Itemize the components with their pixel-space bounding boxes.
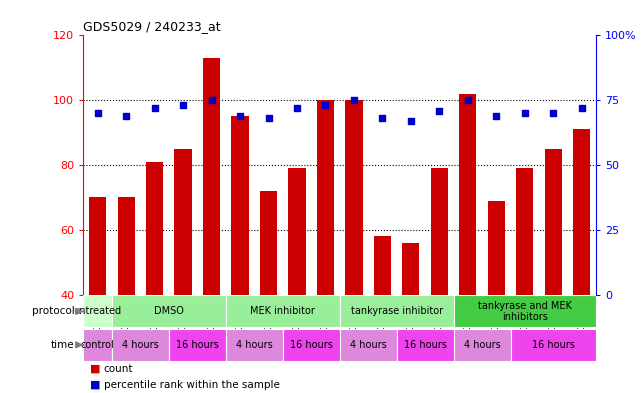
Bar xyxy=(317,100,334,295)
Bar xyxy=(83,329,112,361)
Text: ■: ■ xyxy=(90,364,100,374)
Bar xyxy=(460,94,476,295)
Point xyxy=(263,115,274,121)
Point xyxy=(520,110,530,116)
Point xyxy=(491,113,501,119)
Bar xyxy=(573,129,590,295)
Text: 16 hours: 16 hours xyxy=(290,340,333,350)
Bar xyxy=(169,329,226,361)
Bar xyxy=(340,329,397,361)
Bar xyxy=(454,296,596,327)
Bar xyxy=(226,296,340,327)
Bar xyxy=(203,58,220,295)
Bar xyxy=(340,296,454,327)
Point xyxy=(435,107,445,114)
Text: time: time xyxy=(51,340,75,350)
Text: DMSO: DMSO xyxy=(154,307,184,316)
Point xyxy=(206,97,217,103)
Text: untreated: untreated xyxy=(74,307,122,316)
Bar xyxy=(431,168,448,295)
Bar xyxy=(488,201,505,295)
Bar xyxy=(403,243,419,295)
Bar xyxy=(260,191,277,295)
Bar xyxy=(283,329,340,361)
Text: 4 hours: 4 hours xyxy=(122,340,159,350)
Point xyxy=(548,110,558,116)
Point xyxy=(178,102,188,108)
Point xyxy=(92,110,103,116)
Text: GDS5029 / 240233_at: GDS5029 / 240233_at xyxy=(83,20,221,33)
Bar xyxy=(345,100,363,295)
Point xyxy=(320,102,331,108)
Bar xyxy=(545,149,562,295)
Point xyxy=(235,113,245,119)
Bar xyxy=(374,236,391,295)
Point xyxy=(149,105,160,111)
Text: control: control xyxy=(81,340,115,350)
Point xyxy=(292,105,302,111)
Bar xyxy=(174,149,192,295)
Bar xyxy=(517,168,533,295)
Bar xyxy=(112,296,226,327)
Bar xyxy=(146,162,163,295)
Text: 16 hours: 16 hours xyxy=(404,340,447,350)
Point xyxy=(349,97,359,103)
Text: count: count xyxy=(104,364,133,374)
Bar xyxy=(454,329,511,361)
Text: ■: ■ xyxy=(90,380,100,390)
Bar xyxy=(288,168,306,295)
Bar xyxy=(89,197,106,295)
Bar xyxy=(112,329,169,361)
Point xyxy=(378,115,388,121)
Point xyxy=(121,113,131,119)
Bar xyxy=(83,296,112,327)
Text: MEK inhibitor: MEK inhibitor xyxy=(251,307,315,316)
Bar xyxy=(226,329,283,361)
Point xyxy=(463,97,473,103)
Bar xyxy=(511,329,596,361)
Text: 4 hours: 4 hours xyxy=(236,340,272,350)
Bar xyxy=(397,329,454,361)
Text: tankyrase inhibitor: tankyrase inhibitor xyxy=(351,307,443,316)
Text: 4 hours: 4 hours xyxy=(350,340,387,350)
Text: protocol: protocol xyxy=(32,307,75,316)
Bar xyxy=(231,116,249,295)
Text: tankyrase and MEK
inhibitors: tankyrase and MEK inhibitors xyxy=(478,301,572,322)
Text: 16 hours: 16 hours xyxy=(176,340,219,350)
Text: percentile rank within the sample: percentile rank within the sample xyxy=(104,380,279,390)
Text: 16 hours: 16 hours xyxy=(532,340,575,350)
Bar xyxy=(117,197,135,295)
Point xyxy=(406,118,416,124)
Text: 4 hours: 4 hours xyxy=(464,340,501,350)
Point xyxy=(577,105,587,111)
